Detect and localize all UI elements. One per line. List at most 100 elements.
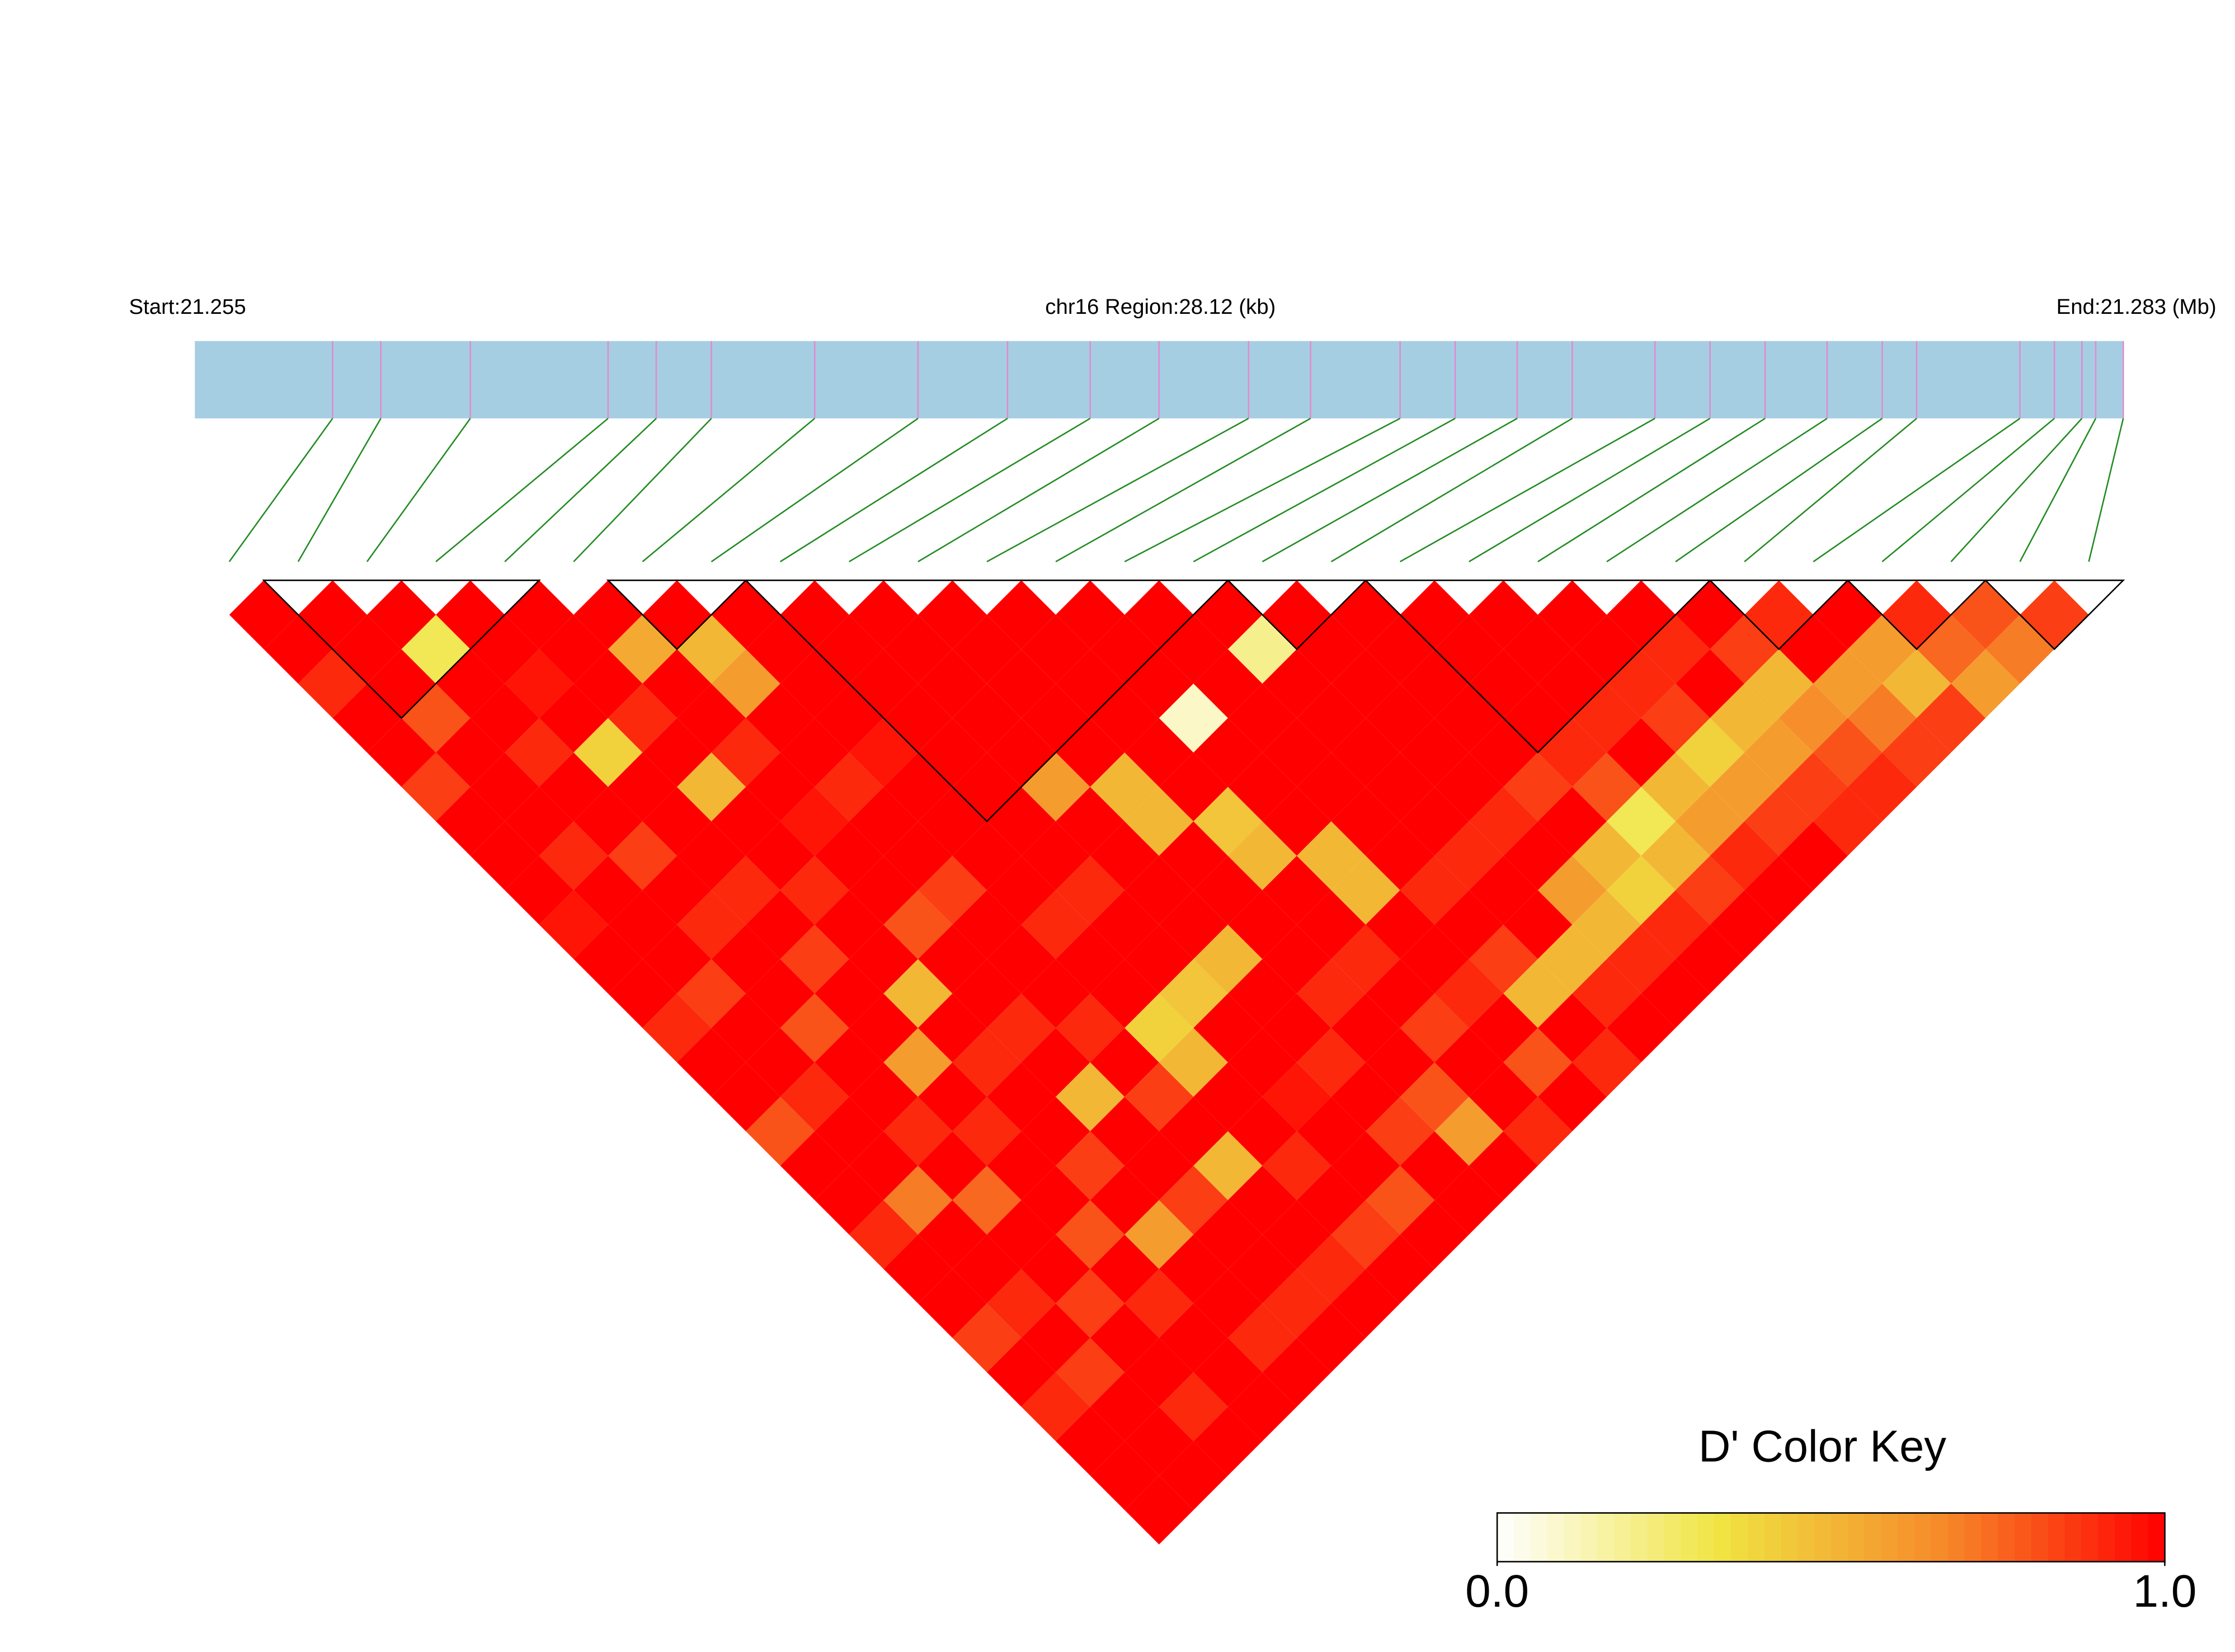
chart-title: chr16 Region:28.12 (kb) (1045, 295, 1276, 319)
ld-cell (1537, 855, 1607, 925)
ld-cell (987, 1131, 1056, 1201)
ld-cell (573, 787, 643, 856)
ld-cell (917, 580, 987, 649)
color-key-step (2081, 1513, 2099, 1562)
ld-cell (539, 614, 608, 684)
ld-cell (1124, 787, 1194, 856)
ld-cell (401, 752, 470, 822)
ld-cell (1262, 1062, 1331, 1132)
ld-cell (1262, 649, 1331, 718)
ld-cell (1124, 855, 1194, 925)
ld-cell (1469, 855, 1538, 925)
ld-cell (1641, 959, 1710, 1028)
snp-connector (1193, 417, 1456, 563)
color-key-step (1814, 1513, 1832, 1562)
ld-cell (849, 1131, 918, 1201)
ld-cell (1193, 787, 1263, 856)
ld-cell (1606, 718, 1676, 787)
snp-connector (1400, 417, 1655, 563)
ld-cell (1193, 718, 1263, 787)
ld-cell (1847, 614, 1917, 684)
ld-cell (1882, 649, 1951, 718)
ld-cell (1916, 683, 1986, 753)
snp-connector (1537, 417, 1766, 563)
snp-connector (1124, 417, 1401, 563)
ld-cell (608, 752, 677, 822)
ld-cell (436, 787, 505, 856)
ld-cell (1124, 718, 1194, 787)
ld-cell (1606, 855, 1676, 925)
color-key-step (1730, 1513, 1748, 1562)
ld-cell (711, 718, 780, 787)
color-key-step (1931, 1513, 1949, 1562)
color-key-step (1847, 1513, 1865, 1562)
ld-cell (1469, 718, 1538, 787)
ld-cell (1193, 649, 1263, 718)
color-key-step (2148, 1513, 2166, 1562)
snp-connector (435, 417, 609, 562)
ld-cell (1262, 993, 1331, 1063)
snp-connector (986, 417, 1249, 563)
color-key-step (1664, 1513, 1682, 1562)
ld-cell (505, 787, 574, 856)
color-key-step (1497, 1513, 1515, 1562)
ld-cell (1193, 993, 1263, 1063)
ld-cell (1331, 855, 1400, 925)
ld-cell (1090, 1165, 1159, 1235)
ld-cell (1331, 1131, 1400, 1201)
ld-cell (573, 718, 643, 787)
snp-connector (1055, 417, 1311, 563)
ld-cell (1124, 1062, 1194, 1132)
ld-cell (1710, 752, 1779, 822)
ld-cell (1778, 752, 1848, 822)
ld-cell (1090, 1372, 1159, 1442)
ld-cell (746, 1096, 815, 1166)
ld-cell (332, 683, 402, 753)
ld-cell (1331, 718, 1400, 787)
ld-block (1846, 580, 1988, 651)
ld-cell (952, 1234, 1022, 1303)
ld-cell (642, 993, 712, 1063)
color-key-step (1630, 1513, 1648, 1562)
ld-cell (1469, 924, 1538, 994)
ld-cell (1400, 993, 1469, 1063)
ld-block (1708, 580, 1850, 651)
color-key-step (1564, 1513, 1582, 1562)
ld-cell (642, 855, 712, 925)
ld-cell (1400, 718, 1469, 787)
ld-cell (1021, 1234, 1090, 1303)
ld-block (744, 580, 1230, 822)
color-key-step (1697, 1513, 1715, 1562)
ld-cell (677, 959, 746, 1028)
ld-cell (1434, 1028, 1504, 1097)
ld-cell (952, 683, 1022, 753)
ld-cell (1227, 1234, 1297, 1303)
ld-cell (1124, 1131, 1194, 1201)
snp-connector (1950, 418, 2083, 562)
color-key-step (2131, 1513, 2149, 1562)
ld-cell (1916, 614, 1986, 684)
start-label: Start:21.255 (129, 295, 246, 319)
ld-cell (746, 1028, 815, 1097)
ld-cell (1331, 993, 1400, 1063)
ld-cell (608, 959, 677, 1028)
ld-cell (917, 649, 987, 718)
ld-cell (436, 718, 505, 787)
ld-cell (1606, 787, 1676, 856)
ld-cell (1503, 821, 1573, 891)
ld-cell (1262, 1338, 1331, 1407)
ld-cell (1606, 649, 1676, 718)
snp-connector (228, 418, 333, 562)
ld-cell (1090, 683, 1159, 753)
ld-cell (1572, 614, 1641, 684)
ld-cell (470, 683, 539, 753)
ld-cell (1124, 1406, 1194, 1476)
color-key-step (1580, 1513, 1598, 1562)
ld-cell (1641, 752, 1710, 822)
snp-connector (780, 417, 1008, 563)
ld-block (1363, 580, 1712, 754)
ld-cell (815, 1165, 884, 1235)
snp-connector (1675, 417, 1883, 563)
ld-block (1226, 580, 1368, 651)
